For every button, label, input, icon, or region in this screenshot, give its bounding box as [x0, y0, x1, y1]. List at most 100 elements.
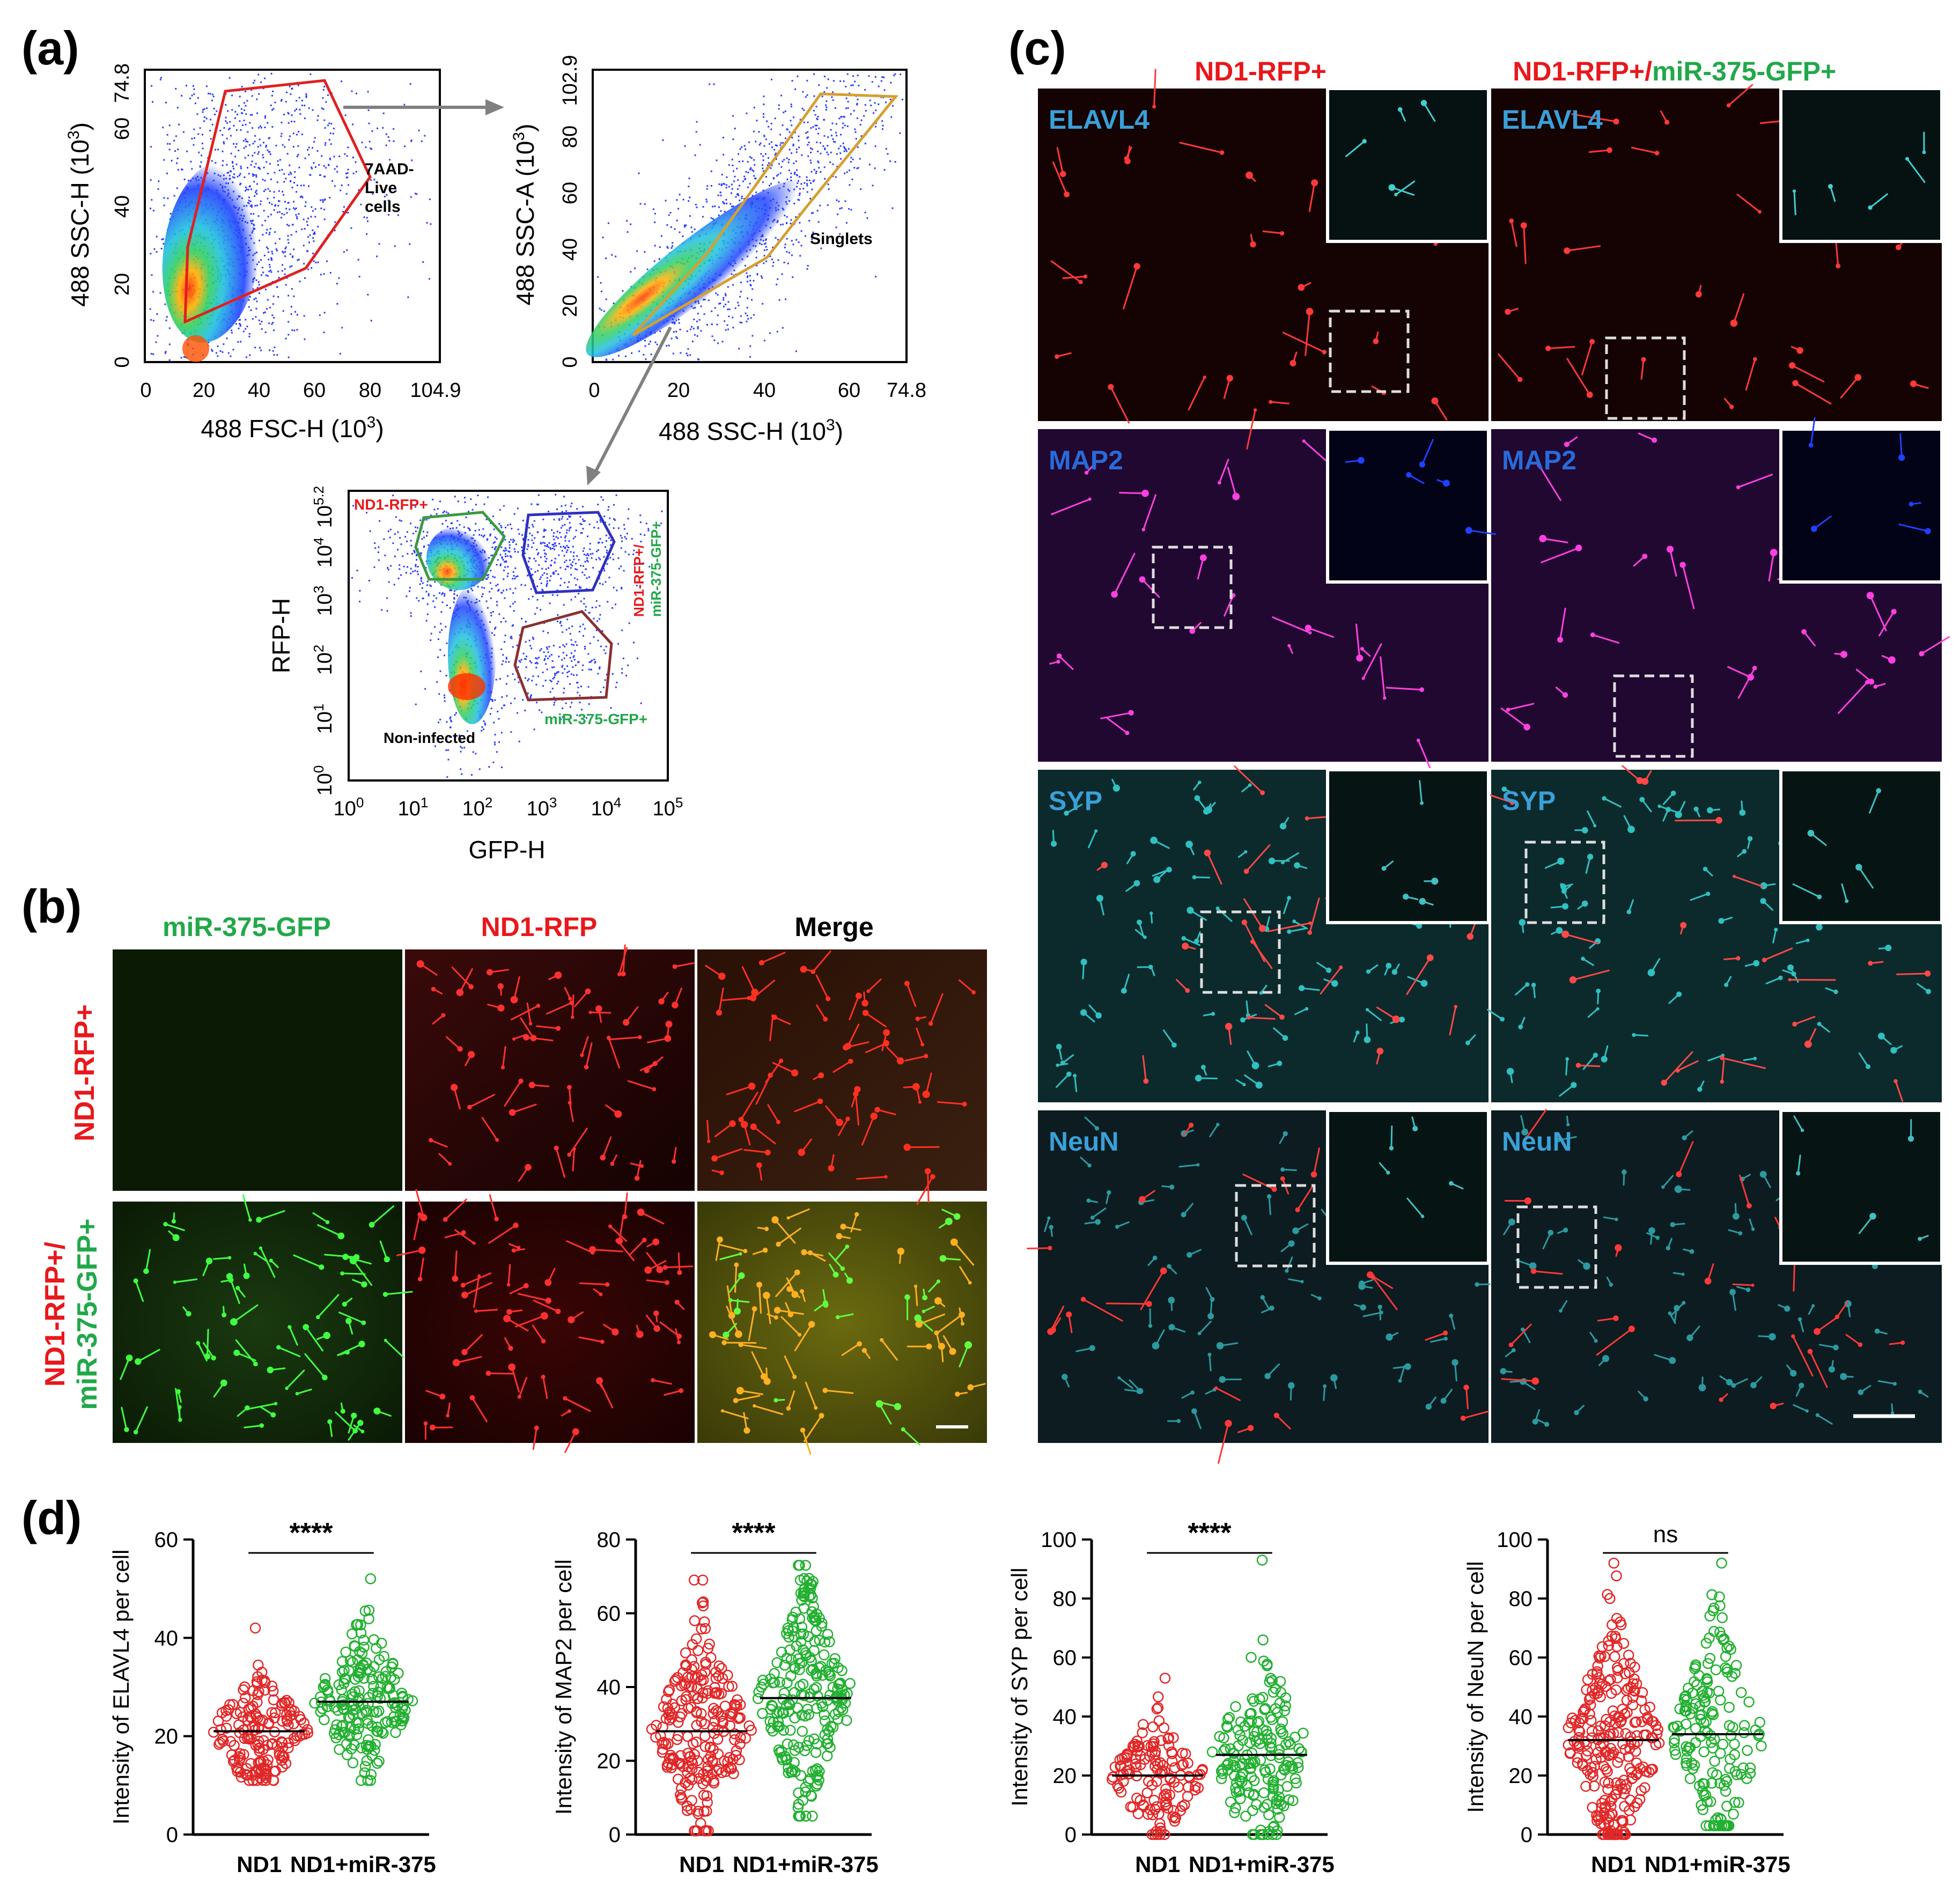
event-dot: [390, 565, 392, 567]
event-dot: [211, 349, 213, 351]
event-dot: [678, 322, 680, 324]
event-dot: [414, 506, 416, 508]
cell-body: [1211, 1012, 1215, 1016]
cell-body: [914, 1314, 922, 1322]
event-dot: [194, 137, 196, 139]
event-dot: [366, 188, 369, 190]
event-dot: [754, 177, 756, 179]
event-dot: [525, 658, 527, 660]
cell-body: [707, 1139, 711, 1143]
event-dot: [519, 634, 521, 636]
event-dot: [859, 158, 861, 160]
cell-body: [568, 1101, 572, 1105]
event-dot: [640, 702, 642, 704]
event-dot: [880, 80, 882, 82]
event-dot: [673, 331, 675, 333]
event-dot: [448, 736, 451, 738]
event-dot: [661, 510, 663, 512]
event-dot: [720, 210, 722, 212]
event-dot: [385, 133, 387, 135]
event-dot: [258, 284, 260, 286]
cell-body: [949, 1347, 956, 1355]
event-dot: [421, 141, 423, 142]
event-dot: [285, 178, 287, 180]
event-dot: [254, 79, 256, 82]
event-dot: [323, 199, 325, 201]
event-dot: [304, 157, 306, 159]
cell-body: [1219, 150, 1225, 155]
event-dot: [240, 129, 242, 131]
event-dot: [256, 183, 258, 185]
event-dot: [482, 536, 484, 537]
event-dot: [594, 661, 596, 663]
event-dot: [621, 587, 623, 590]
col-header-rfp: ND1-RFP: [481, 912, 598, 942]
event-dot: [272, 350, 274, 352]
event-dot: [167, 143, 169, 145]
event-dot: [269, 232, 271, 234]
cell-body: [1279, 1014, 1285, 1020]
event-dot: [563, 496, 565, 498]
cell-body: [1465, 1040, 1470, 1045]
event-dot: [280, 100, 282, 102]
event-dot: [432, 498, 434, 500]
event-dot: [526, 548, 528, 550]
cell-body: [926, 1343, 932, 1350]
event-dot: [720, 183, 723, 185]
event-dot: [832, 138, 834, 140]
event-dot: [591, 557, 593, 559]
event-dot: [284, 251, 286, 253]
plot1-debris: [182, 335, 209, 362]
event-dot: [292, 132, 294, 135]
event-dot: [267, 251, 269, 253]
event-dot: [245, 105, 247, 107]
event-dot: [153, 248, 156, 250]
neurite: [447, 1402, 451, 1417]
event-dot: [447, 526, 448, 528]
event-dot: [720, 194, 722, 196]
event-dot: [591, 607, 593, 609]
neurite: [784, 1355, 795, 1378]
event-dot: [426, 535, 428, 537]
event-dot: [313, 240, 315, 242]
event-dot: [271, 109, 273, 111]
event-dot: [524, 710, 526, 711]
event-dot: [694, 334, 696, 336]
event-dot: [264, 189, 267, 190]
event-dot: [450, 719, 452, 721]
event-dot: [278, 170, 281, 172]
event-dot: [553, 546, 555, 548]
event-dot: [493, 576, 496, 578]
event-dot: [612, 553, 614, 555]
event-dot: [416, 597, 418, 599]
event-dot: [578, 593, 580, 595]
neurite: [135, 1406, 148, 1433]
event-dot: [553, 666, 555, 668]
cell-body: [508, 1363, 516, 1371]
event-dot: [494, 541, 496, 543]
event-dot: [530, 574, 533, 576]
event-dot: [605, 534, 607, 536]
cell-body: [133, 1278, 138, 1284]
event-dot: [164, 303, 166, 305]
cell-body: [1642, 554, 1648, 559]
cell-body: [528, 1022, 533, 1026]
event-dot: [260, 349, 262, 351]
c-header-double-a: ND1-RFP+/: [1513, 56, 1652, 86]
cell-body: [1322, 350, 1327, 355]
neurite: [751, 1351, 765, 1378]
event-dot: [606, 549, 608, 551]
cell-body: [485, 1371, 491, 1376]
event-dot: [256, 98, 258, 100]
neurite: [659, 1321, 680, 1337]
cell-body: [819, 1413, 824, 1419]
event-dot: [858, 84, 860, 86]
event-dot: [702, 206, 704, 208]
event-dot: [872, 185, 874, 187]
event-dot: [732, 205, 734, 207]
cell-body: [186, 1311, 191, 1317]
cell-body: [939, 1255, 947, 1262]
event-dot: [281, 217, 282, 219]
event-dot: [593, 636, 595, 638]
event-dot: [538, 657, 540, 659]
